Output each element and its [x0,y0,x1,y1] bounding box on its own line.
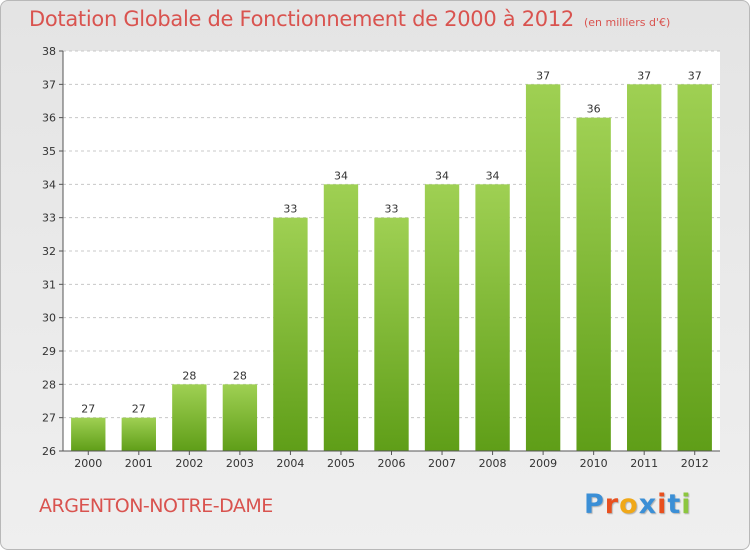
y-tick-label: 36 [42,112,56,125]
bar-2009 [525,84,561,451]
data-label-2005: 34 [334,169,348,182]
y-tick-label: 29 [42,345,56,358]
data-label-2009: 37 [536,69,550,82]
y-tick-label: 37 [42,78,56,91]
logo-letter: i [681,489,692,520]
logo-letter: P [584,489,605,520]
y-tick: 30 [42,312,63,325]
y-tick: 37 [42,78,63,91]
data-label-2004: 33 [283,203,297,216]
bar-2011 [627,84,662,451]
y-axis: 26 27 28 29 30 31 32 33 34 35 36 37 38 [42,45,64,458]
bar-2008 [475,184,510,452]
x-tick-label: 2006 [378,457,406,470]
logo-letter: x [638,489,658,520]
data-label-2000: 27 [81,403,95,416]
y-tick-label: 28 [42,378,56,391]
logo-letter: t [667,489,682,520]
x-tick-label: 2009 [529,457,557,470]
x-tick-label: 2007 [428,457,456,470]
data-label-2003: 28 [233,369,247,382]
bar-2010 [576,117,611,452]
y-tick-label: 34 [42,178,56,191]
x-tick-label: 2010 [580,457,608,470]
y-tick-label: 30 [42,312,56,325]
y-tick-label: 31 [42,278,56,291]
bar-2006 [374,217,409,451]
x-tick-label: 2012 [681,457,709,470]
bar-2007 [424,184,460,452]
x-tick-label: 2011 [630,457,658,470]
logo-letter: o [619,489,639,520]
y-tick: 35 [42,145,63,158]
logo-letter: r [604,489,620,520]
x-tick-label: 2001 [125,457,153,470]
bar-2004 [273,217,308,451]
data-label-2007: 34 [435,169,449,182]
y-tick: 38 [42,45,63,58]
y-tick: 36 [42,112,63,125]
data-label-2011: 37 [637,69,651,82]
y-tick: 26 [42,445,63,458]
y-tick: 34 [42,178,63,191]
y-tick-label: 38 [42,45,56,58]
y-tick: 32 [42,245,63,258]
y-tick-label: 26 [42,445,56,458]
data-label-2010: 36 [587,103,601,116]
bar-2003 [222,384,258,451]
chart-title-text: Dotation Globale de Fonctionnement de 20… [29,7,574,31]
data-label-2001: 27 [132,403,146,416]
x-tick-label: 2000 [74,457,102,470]
bar-2000 [71,417,106,451]
data-label-2008: 34 [486,169,500,182]
x-tick-label: 2005 [327,457,355,470]
x-tick-label: 2002 [175,457,203,470]
commune-name: ARGENTON-NOTRE-DAME [39,495,273,517]
x-axis: 2000 2001 2002 2003 2004 2005 2006 2007 2008 2009… [63,450,720,470]
y-tick-label: 33 [42,212,56,225]
data-label-2002: 28 [182,369,196,382]
proxiti-logo[interactable]: Proxiti [584,489,692,520]
x-tick-label: 2004 [276,457,304,470]
bars: 27 27 28 28 33 34 33 34 34 37 36 37 37 [71,69,712,452]
y-tick: 31 [42,278,63,291]
logo-letter: i [657,489,668,520]
y-tick-label: 35 [42,145,56,158]
y-tick-label: 27 [42,412,56,425]
bar-2002 [172,384,207,451]
bar-2005 [323,184,359,452]
y-tick: 33 [42,212,63,225]
y-tick: 28 [42,378,63,391]
chart-unit: (en milliers d'€) [583,16,671,29]
chart-title: Dotation Globale de Fonctionnement de 20… [29,7,670,31]
data-label-2012: 37 [688,69,702,82]
x-tick-label: 2008 [479,457,507,470]
x-tick-label: 2003 [226,457,254,470]
y-tick: 27 [42,412,63,425]
data-label-2006: 33 [385,203,399,216]
y-tick: 29 [42,345,63,358]
y-tick-label: 32 [42,245,56,258]
bar-2012 [677,84,712,451]
bar-2001 [121,417,156,451]
